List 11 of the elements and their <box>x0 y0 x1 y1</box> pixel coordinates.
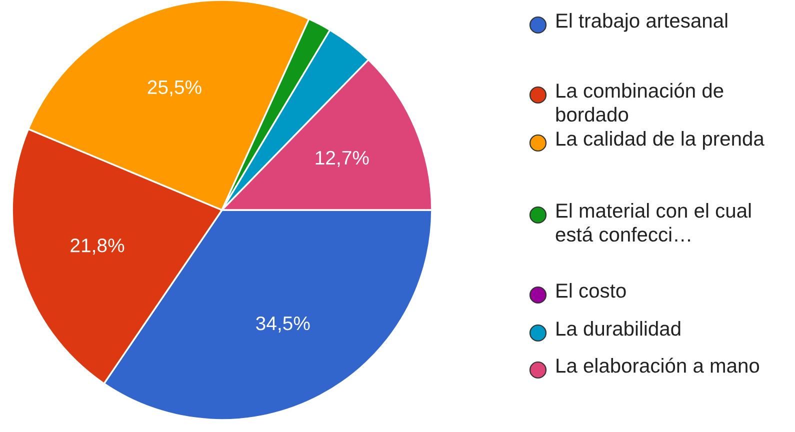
legend-label: La combinación de bordado <box>556 82 724 122</box>
legend-label: La durabilidad <box>556 321 680 336</box>
legend-label: El trabajo artesanal <box>556 13 728 32</box>
data-label: 21,8% <box>70 238 124 255</box>
legend-label: La calidad de la prenda <box>556 131 764 150</box>
data-label: 34,5% <box>256 316 310 333</box>
legend-label: La elaboración a mano <box>556 358 760 373</box>
legend-label: El costo <box>556 283 626 298</box>
data-label: 25,5% <box>148 80 202 96</box>
legend-label: El material con el cual está confecci… <box>556 203 751 242</box>
data-label: 12,7% <box>316 150 369 167</box>
